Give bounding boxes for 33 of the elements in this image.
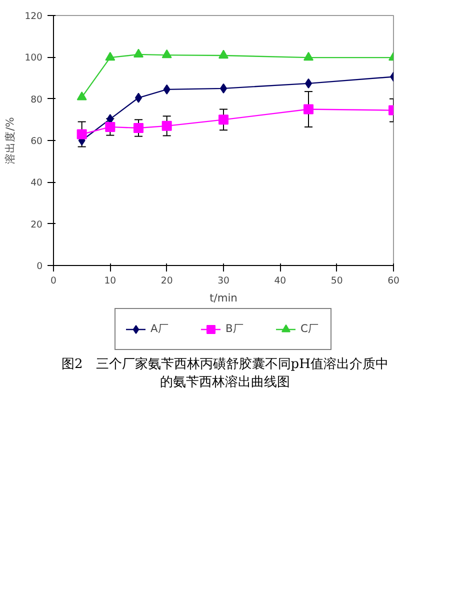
- x-axis-title: t/min: [210, 292, 238, 304]
- y-tick-label: 100: [24, 52, 43, 64]
- point: [105, 122, 116, 132]
- x-tick-label: 10: [104, 276, 116, 286]
- text: 图2 三个厂家氨苄西林丙磺舒胶囊不同pH值溶出介质中的氨苄西林溶出曲线图: [60, 356, 390, 392]
- point: [218, 50, 228, 59]
- point: [162, 49, 172, 58]
- point: [76, 91, 87, 100]
- point: [218, 114, 228, 125]
- y-tick-label: 20: [30, 219, 43, 230]
- point: [134, 48, 144, 58]
- y-tick-label: 40: [30, 178, 43, 189]
- point: [76, 129, 87, 140]
- point: [105, 52, 116, 61]
- y-tick-label: 0: [36, 261, 43, 272]
- x-tick-label: 60: [388, 276, 400, 286]
- point: [304, 52, 314, 61]
- point: [134, 123, 144, 133]
- point: [304, 104, 314, 114]
- y-tick-label: 80: [30, 94, 43, 106]
- x-tick-label: 30: [218, 276, 230, 286]
- point: [163, 84, 170, 94]
- x-tick-label: 40: [274, 276, 286, 286]
- legend-label: B厂: [226, 322, 245, 336]
- legend-label: C厂: [300, 322, 320, 336]
- x-tick-label: 0: [50, 276, 57, 286]
- y-tick-label: 60: [30, 136, 43, 147]
- y-axis-title: 溶出度/%: [4, 117, 17, 164]
- x-tick-label: 50: [330, 276, 343, 286]
- x-tick-label: 20: [160, 276, 173, 286]
- point: [162, 120, 172, 131]
- y-tick-label: 120: [24, 11, 43, 22]
- legend-label: A厂: [150, 322, 170, 336]
